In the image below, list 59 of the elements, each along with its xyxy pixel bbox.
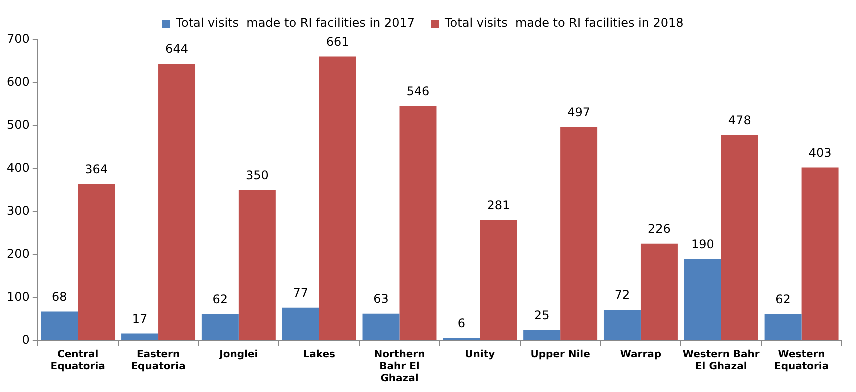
bar (604, 310, 641, 340)
bar (202, 314, 239, 340)
bar (41, 312, 78, 340)
y-tick-label: 0 (22, 333, 30, 348)
data-label: 190 (691, 237, 714, 252)
bar (524, 330, 561, 340)
data-label: 25 (534, 308, 550, 322)
legend-label: Total visits made to RI facilities in 2017 (175, 16, 416, 30)
bar (684, 259, 722, 340)
y-tick-label: 400 (7, 161, 30, 176)
bar (238, 190, 276, 340)
x-tick-label: Western Bahr El Ghazal (682, 350, 760, 373)
y-tick-label: 500 (7, 118, 30, 132)
bar (319, 56, 356, 340)
y-tick-label: 300 (7, 204, 30, 218)
y-tick-label: 100 (7, 290, 30, 304)
data-label: 644 (166, 42, 188, 56)
bar (282, 308, 320, 340)
bar (78, 184, 116, 340)
data-label: 281 (487, 198, 510, 212)
data-label: 364 (85, 162, 108, 177)
x-tick-label: Lakes (303, 350, 336, 361)
x-tick-label: Central Equatoria (50, 350, 106, 373)
x-tick-label: Western Equatoria (774, 350, 830, 373)
bar (721, 135, 758, 340)
y-tick-label: 200 (7, 247, 30, 262)
bar (640, 244, 678, 340)
x-tick-label: Eastern Equatoria (131, 350, 186, 373)
data-label: 478 (728, 114, 752, 128)
data-label: 403 (808, 146, 832, 160)
data-label: 63 (374, 292, 389, 306)
x-tick-label: Jonglei (218, 350, 258, 361)
bar (764, 314, 802, 340)
bar (560, 127, 598, 340)
y-tick-label: 600 (7, 75, 30, 90)
x-tick-label: Northern Bahr El Ghazal (374, 350, 426, 385)
data-label: 226 (648, 222, 671, 236)
bar (122, 334, 159, 340)
x-tick-label: Upper Nile (530, 350, 591, 361)
data-label: 546 (406, 84, 430, 98)
bar (480, 220, 518, 340)
data-label: 77 (293, 286, 308, 300)
data-label: 62 (776, 292, 791, 306)
bar (158, 64, 196, 340)
data-label: 350 (246, 168, 269, 183)
x-tick-label: Unity (465, 350, 496, 361)
data-label: 661 (326, 34, 350, 49)
data-label: 68 (52, 290, 68, 304)
data-label: 17 (132, 312, 148, 326)
y-tick-label: 700 (7, 32, 30, 46)
bar (802, 168, 839, 340)
data-label: 6 (458, 316, 466, 331)
bar (400, 106, 437, 340)
legend-label: Total visits made to RI facilities in 2018 (444, 16, 684, 30)
x-tick-label: Warrap (620, 350, 662, 361)
data-label: 497 (568, 105, 591, 120)
bar (362, 314, 400, 340)
data-label: 72 (614, 288, 630, 302)
data-label: 62 (212, 292, 228, 306)
